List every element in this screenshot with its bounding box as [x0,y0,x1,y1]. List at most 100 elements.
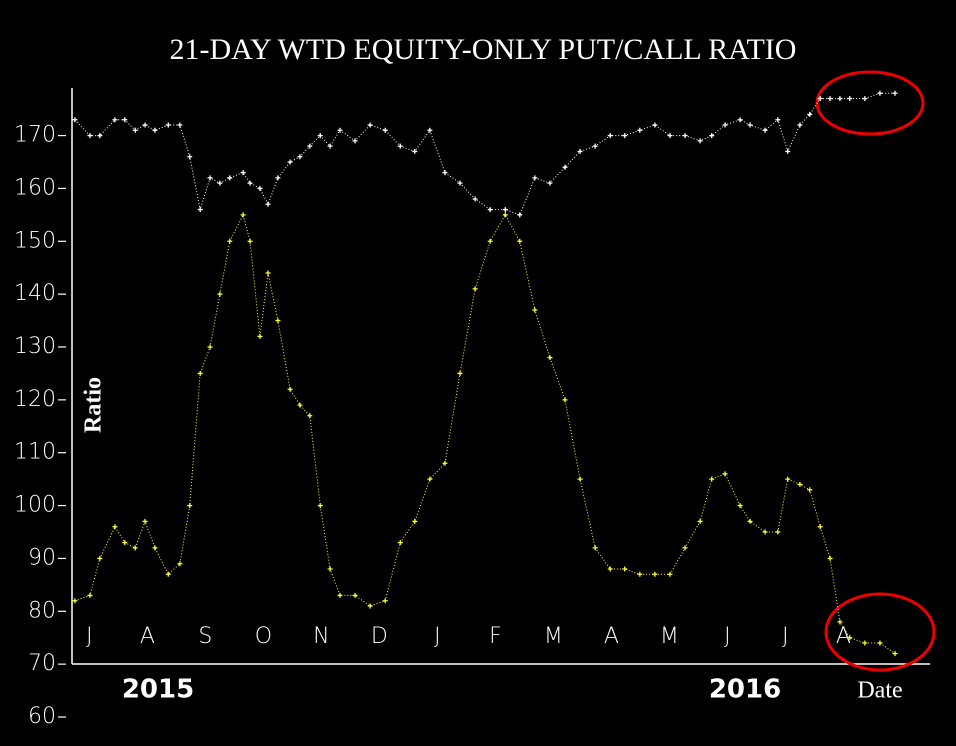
x-tick-label: A [140,624,155,649]
x-tick-label: N [313,624,329,649]
point-marker [275,318,281,324]
point-marker [227,175,233,181]
point-marker [697,518,703,524]
point-marker [737,503,743,509]
point-marker [287,159,293,165]
point-marker [442,460,448,466]
point-marker [667,133,673,139]
point-marker [622,566,628,572]
point-marker [807,111,813,117]
point-marker [287,386,293,392]
point-marker [275,175,281,181]
point-marker [337,592,343,598]
point-marker [382,598,388,604]
point-marker [72,598,78,604]
point-marker [97,133,103,139]
point-marker [132,545,138,551]
point-marker [317,133,323,139]
point-marker [547,355,553,361]
y-tick-label: 100 [14,493,56,518]
y-tick-label: 130 [14,334,56,359]
point-marker [709,476,715,482]
highlight-circle [824,592,936,672]
point-marker [837,619,843,625]
point-marker [217,291,223,297]
x-tick-label: O [255,624,272,649]
point-marker [577,476,583,482]
point-marker [747,122,753,128]
x-tick-label: M [660,624,679,649]
point-marker [247,238,253,244]
y-tick-label: 160 [14,175,56,200]
point-marker [152,127,158,133]
point-marker [817,96,823,102]
point-marker [847,96,853,102]
point-marker [427,476,433,482]
point-marker [682,545,688,551]
point-marker [257,333,263,339]
point-marker [607,566,613,572]
point-marker [577,148,583,154]
point-marker [367,603,373,609]
point-marker [265,270,271,276]
point-marker [240,170,246,176]
point-marker [502,207,508,213]
y-tick-label: 80 [28,598,56,623]
point-marker [337,127,343,133]
point-marker [177,122,183,128]
point-marker [197,207,203,213]
point-marker [397,540,403,546]
point-marker [152,545,158,551]
y-tick-label: 170 [14,123,56,148]
point-marker [317,503,323,509]
point-marker [352,138,358,144]
x-tick-label: J [86,624,93,649]
year-label: 2016 [709,675,781,705]
point-marker [817,524,823,530]
point-marker [217,180,223,186]
x-tick-label: M [544,624,563,649]
point-marker [187,503,193,509]
x-tick-label: D [371,624,388,649]
point-marker [652,122,658,128]
point-marker [775,529,781,535]
point-marker [265,201,271,207]
year-label: 2015 [122,675,194,705]
point-marker [562,164,568,170]
point-marker [227,238,233,244]
point-marker [297,154,303,160]
highlight-circle [815,70,925,136]
y-tick-label: 110 [14,440,56,465]
point-marker [532,307,538,313]
point-marker [207,175,213,181]
y-tick-label: 70 [28,651,56,676]
point-marker [87,592,93,598]
x-tick-label: S [198,624,212,649]
point-marker [142,122,148,128]
y-tick-label: 150 [14,228,56,253]
point-marker [382,127,388,133]
point-marker [367,122,373,128]
y-tick-label: 60 [28,704,56,729]
x-tick-label: J [724,624,731,649]
point-marker [240,212,246,218]
point-marker [847,635,853,641]
point-marker [862,96,868,102]
y-tick-label: 90 [28,545,56,570]
point-marker [72,117,78,123]
point-marker [652,571,658,577]
y-tick-label: 140 [14,281,56,306]
point-marker [307,413,313,419]
point-marker [837,96,843,102]
point-marker [122,117,128,123]
x-tick-label: A [836,624,851,649]
point-marker [472,286,478,292]
point-marker [472,196,478,202]
point-marker [487,207,493,213]
point-marker [592,143,598,149]
point-marker [547,180,553,186]
chart-title: 21-DAY WTD EQUITY-ONLY PUT/CALL RATIO [170,33,797,66]
point-marker [307,143,313,149]
point-marker [785,148,791,154]
